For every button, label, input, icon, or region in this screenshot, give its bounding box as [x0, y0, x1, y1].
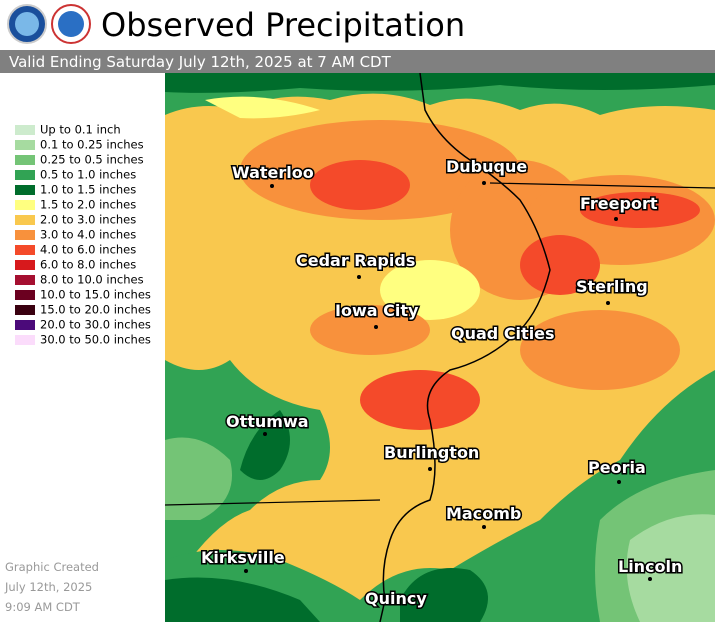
legend-label: 0.25 to 0.5 inches: [40, 153, 144, 167]
map: [165, 73, 715, 622]
legend-label: Up to 0.1 inch: [40, 123, 121, 137]
legend-label: 0.5 to 1.0 inches: [40, 168, 136, 182]
legend-swatch: [15, 275, 35, 285]
legend-swatch: [15, 260, 35, 270]
legend-label: 4.0 to 6.0 inches: [40, 243, 136, 257]
footer-text: 9:09 AM CDT: [5, 600, 81, 614]
logos: [7, 4, 91, 44]
legend-label: 30.0 to 50.0 inches: [40, 333, 151, 347]
legend-swatch: [15, 320, 35, 330]
legend-label: 0.1 to 0.25 inches: [40, 138, 144, 152]
legend-label: 20.0 to 30.0 inches: [40, 318, 151, 332]
legend-label: 8.0 to 10.0 inches: [40, 273, 144, 287]
subtitle: Valid Ending Saturday July 12th, 2025 at…: [9, 53, 392, 71]
legend-swatch: [15, 230, 35, 240]
city-label: Burlington: [384, 443, 479, 462]
legend-swatch: [15, 290, 35, 300]
footer: Graphic Created July 12th, 2025 9:09 AM …: [4, 560, 99, 614]
city-label: Waterloo: [232, 163, 314, 182]
legend-label: 15.0 to 20.0 inches: [40, 303, 151, 317]
footer-text: Graphic Created: [5, 560, 99, 574]
legend-label: 6.0 to 8.0 inches: [40, 258, 136, 272]
legend-swatch: [15, 185, 35, 195]
city-label: Kirksville: [201, 548, 285, 567]
city-label: Ottumwa: [226, 412, 309, 431]
legend-label: 3.0 to 4.0 inches: [40, 228, 136, 242]
city-label: Iowa City: [335, 301, 419, 320]
city-label: Quad Cities: [451, 324, 555, 343]
cities: Waterloo Dubuque Freeport Cedar Rapids S…: [200, 156, 684, 610]
legend-label: 1.0 to 1.5 inches: [40, 183, 136, 197]
legend-swatch: [15, 170, 35, 180]
legend-swatch: [15, 305, 35, 315]
city-label: Cedar Rapids: [296, 251, 415, 270]
legend-label: 10.0 to 15.0 inches: [40, 288, 151, 302]
legend-label: 2.0 to 3.0 inches: [40, 213, 136, 227]
legend-swatch: [15, 215, 35, 225]
city-label: Macomb: [446, 504, 521, 523]
legend-swatch: [15, 155, 35, 165]
title: Observed Precipitation: [101, 6, 465, 44]
city-label: Sterling: [576, 277, 648, 296]
legend-swatch: [15, 335, 35, 345]
city-label: Dubuque: [446, 157, 527, 176]
city-label: Peoria: [588, 458, 646, 477]
city-label: Freeport: [580, 194, 658, 213]
city-label: Lincoln: [618, 557, 682, 576]
city-label: Quincy: [365, 589, 427, 608]
legend-swatch: [15, 140, 35, 150]
legend-swatch: [15, 200, 35, 210]
legend-swatch: [15, 245, 35, 255]
subtitle-bar: [0, 50, 715, 73]
footer-text: July 12th, 2025: [4, 580, 92, 594]
legend-label: 1.5 to 2.0 inches: [40, 198, 136, 212]
legend-swatch: [15, 125, 35, 135]
